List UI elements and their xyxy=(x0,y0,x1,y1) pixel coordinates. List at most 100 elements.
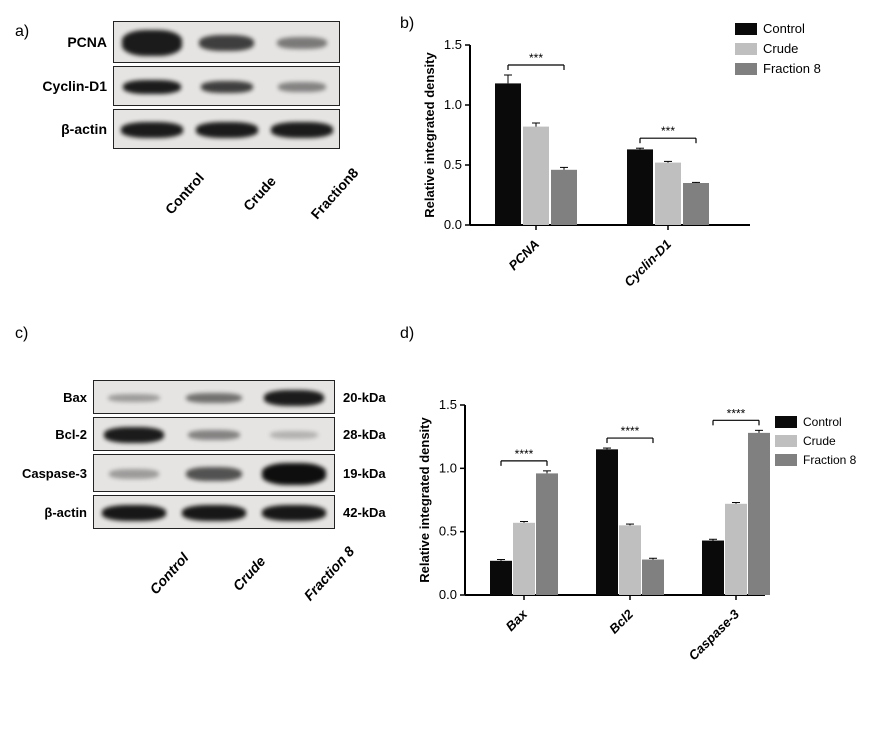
svg-text:Relative integrated density: Relative integrated density xyxy=(422,52,437,218)
svg-text:***: *** xyxy=(661,124,675,138)
blot-row-label: β-actin xyxy=(15,505,93,520)
blot-lanes xyxy=(93,454,335,492)
legend-label: Control xyxy=(763,21,805,36)
svg-text:1.0: 1.0 xyxy=(444,97,462,112)
blot-band xyxy=(188,430,240,440)
chart-xlabel: Bax xyxy=(503,606,531,634)
svg-text:****: **** xyxy=(727,406,746,420)
legend-b: Control Crude Fraction 8 xyxy=(735,21,821,81)
blot-lane xyxy=(264,67,339,106)
bar xyxy=(619,525,641,595)
blot-lane xyxy=(174,496,254,529)
blot-lane xyxy=(174,455,254,492)
blot-row-label: β-actin xyxy=(35,121,113,137)
blot-kda: 42-kDa xyxy=(335,505,386,520)
blot-band xyxy=(278,82,326,92)
bar xyxy=(683,183,709,225)
blot-band xyxy=(186,393,242,403)
blot-band xyxy=(262,505,326,521)
blot-lane xyxy=(254,496,334,529)
legend-swatch xyxy=(735,43,757,55)
legend-item: Fraction 8 xyxy=(775,453,856,467)
legend-item: Control xyxy=(735,21,821,36)
bar xyxy=(642,560,664,595)
blot-kda: 19-kDa xyxy=(335,466,386,481)
blot-lane xyxy=(94,455,174,492)
svg-text:1.5: 1.5 xyxy=(439,397,457,412)
blot-band xyxy=(270,431,318,439)
svg-text:****: **** xyxy=(621,424,640,438)
bar xyxy=(495,83,521,225)
blot-lane xyxy=(189,67,264,106)
svg-text:1.0: 1.0 xyxy=(439,460,457,475)
blot-row: β-actin 42-kDa xyxy=(15,495,386,529)
bar xyxy=(627,149,653,225)
chart-xlabel: Caspase-3 xyxy=(686,606,743,663)
blot-band xyxy=(186,467,242,481)
blot-xlabel: Fraction 8 xyxy=(296,538,361,608)
panel-label-b: b) xyxy=(400,15,414,33)
blot-row-label: PCNA xyxy=(35,34,113,50)
blot-row-label: Bcl-2 xyxy=(15,427,93,442)
svg-text:****: **** xyxy=(515,447,534,461)
blot-lane xyxy=(254,381,334,414)
blot-band xyxy=(102,505,166,521)
blot-band xyxy=(271,122,333,138)
legend-swatch xyxy=(735,23,757,35)
blot-row: β-actin xyxy=(35,109,340,149)
blot-band xyxy=(264,390,324,406)
blot-lane xyxy=(264,22,339,63)
chart-svg: 0.0 0.5 1.0 1.5 Relative integrated density B… xyxy=(415,375,770,665)
chart-xlabel: PCNA xyxy=(505,237,542,274)
legend-label: Crude xyxy=(803,434,836,448)
blot-band xyxy=(108,394,160,402)
legend-d: Control Crude Fraction 8 xyxy=(775,415,856,472)
blot-lanes xyxy=(113,109,340,149)
svg-text:0.0: 0.0 xyxy=(439,587,457,602)
blot-lane xyxy=(254,418,334,451)
blot-band xyxy=(182,505,246,521)
bar xyxy=(725,504,747,595)
bar xyxy=(523,127,549,225)
svg-text:0.5: 0.5 xyxy=(444,157,462,172)
blot-lanes xyxy=(113,21,340,63)
blot-lane xyxy=(94,381,174,414)
western-blot-c: Bax 20-kDa Bcl-2 28-kDa Caspase-3 19-kDa β-act… xyxy=(15,380,386,532)
blot-row: Bax 20-kDa xyxy=(15,380,386,414)
blot-lane xyxy=(94,418,174,451)
legend-swatch xyxy=(775,416,797,428)
legend-item: Crude xyxy=(775,434,856,448)
blot-row: Caspase-3 19-kDa xyxy=(15,454,386,492)
blot-kda: 28-kDa xyxy=(335,427,386,442)
legend-swatch xyxy=(775,454,797,466)
blot-band xyxy=(121,122,183,138)
blot-lane xyxy=(189,110,264,149)
panel-label-d: d) xyxy=(400,325,414,343)
blot-lane xyxy=(189,22,264,63)
blot-xlabel: Crude xyxy=(228,160,290,226)
bar xyxy=(596,449,618,595)
bar xyxy=(748,433,770,595)
blot-band xyxy=(122,30,182,56)
blot-lane xyxy=(174,381,254,414)
blot-row: PCNA xyxy=(35,21,340,63)
bar xyxy=(536,473,558,595)
legend-label: Fraction 8 xyxy=(763,61,821,76)
bar-chart-b: 0.00.51.01.5Relative integrated densityP… xyxy=(420,15,755,295)
blot-row-label: Bax xyxy=(15,390,93,405)
blot-lane xyxy=(114,67,189,106)
blot-kda: 20-kDa xyxy=(335,390,386,405)
blot-row-label: Caspase-3 xyxy=(15,466,93,481)
legend-item: Crude xyxy=(735,41,821,56)
blot-lanes xyxy=(113,66,340,106)
svg-text:0.5: 0.5 xyxy=(439,524,457,539)
blot-band xyxy=(109,469,159,479)
bar xyxy=(551,170,577,225)
western-blot-a: PCNACyclin-D1β-actinControlCrudeFraction… xyxy=(35,21,340,152)
svg-text:***: *** xyxy=(529,51,543,65)
blot-lane xyxy=(94,496,174,529)
chart-xlabel: Bcl2 xyxy=(606,606,637,637)
blot-band xyxy=(196,122,258,138)
bar xyxy=(490,561,512,595)
svg-text:Relative integrated density: Relative integrated density xyxy=(417,417,432,583)
